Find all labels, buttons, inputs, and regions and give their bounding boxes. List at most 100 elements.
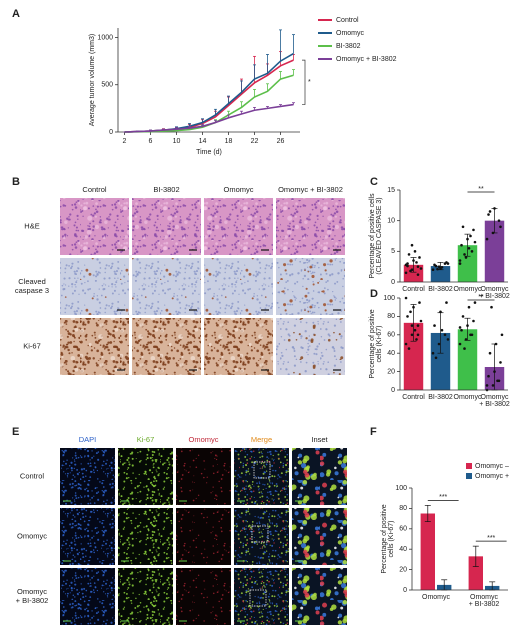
micrograph: [60, 448, 115, 505]
annotation: ***: [439, 494, 447, 501]
data-point: [458, 259, 462, 262]
legend-label: Omomyc +: [475, 473, 509, 480]
panel-label: C: [370, 176, 378, 188]
micrograph: [234, 508, 289, 565]
micrograph: [118, 448, 173, 505]
micrograph: [176, 448, 231, 505]
data-point: [499, 225, 502, 229]
bar: [484, 220, 505, 282]
y-tick-label: 500: [101, 82, 113, 89]
data-point: [409, 310, 412, 314]
data-point: [446, 262, 450, 265]
data-point: [500, 333, 504, 337]
inset-box: [253, 461, 271, 479]
data-point: [410, 333, 414, 337]
micrograph: [234, 568, 289, 625]
y-axis-label: Average tumor volume (mm3): [89, 34, 96, 126]
legend-label: BI-3802: [336, 43, 361, 50]
x-tick-label: Omomyc: [481, 394, 510, 401]
data-point: [469, 234, 472, 238]
data-point: [413, 328, 417, 332]
data-point: [469, 333, 472, 337]
bar: [403, 322, 424, 390]
y-tick-label: 80: [399, 505, 407, 512]
x-tick-label: 10: [173, 138, 181, 145]
bar: [403, 264, 424, 282]
x-tick-label: Omomyc: [422, 594, 451, 601]
panel-label: A: [12, 8, 20, 20]
micrograph: [118, 508, 173, 565]
column-header: Ki-67: [137, 435, 155, 444]
bracket: [302, 59, 306, 105]
row-label: Omomyc: [17, 531, 47, 540]
panel-label: B: [12, 176, 20, 188]
row-label: caspase 3: [15, 286, 49, 295]
data-point: [445, 301, 448, 304]
legend-label: Omomyc + BI-3802: [336, 56, 397, 63]
data-point: [416, 333, 420, 337]
row-label: Ki-67: [23, 341, 41, 350]
y-tick-label: 0: [391, 387, 395, 394]
row-label: Cleaved: [18, 277, 46, 286]
data-point: [472, 319, 475, 323]
data-point: [458, 342, 462, 346]
data-point: [467, 305, 471, 309]
data-point: [418, 256, 421, 259]
data-point: [407, 253, 411, 256]
data-point: [485, 384, 489, 387]
data-point: [418, 301, 421, 304]
data-point: [458, 262, 462, 265]
data-point: [460, 243, 463, 247]
data-point: [461, 225, 465, 229]
bar: [430, 266, 451, 282]
y-tick-label: 0: [403, 587, 407, 594]
y-axis-label: Percentage of positive cells: [369, 193, 376, 279]
data-point: [419, 319, 423, 323]
y-tick-label: 60: [399, 526, 407, 533]
data-point: [490, 305, 493, 309]
micrograph: [132, 198, 201, 255]
y-tick-label: 60: [387, 332, 395, 339]
x-tick-label: 6: [149, 138, 153, 145]
micrograph: [276, 318, 345, 375]
data-point: [446, 338, 450, 341]
legend-label: Control: [336, 17, 359, 24]
micrograph: [60, 568, 115, 625]
data-point: [437, 342, 441, 346]
y-tick-label: 100: [395, 485, 407, 492]
micrograph: [132, 318, 201, 375]
data-point: [410, 243, 414, 247]
data-point: [461, 315, 465, 318]
inset-box: [251, 525, 269, 543]
data-point: [473, 301, 477, 304]
data-point: [416, 324, 420, 327]
bar: [430, 332, 451, 390]
y-tick-label: 20: [387, 368, 395, 375]
bar: [457, 245, 478, 282]
micrograph: [132, 258, 201, 315]
data-point: [409, 269, 412, 273]
data-point: [488, 351, 492, 355]
x-tick-label: Omomyc: [470, 594, 499, 601]
x-tick-label: 22: [251, 138, 259, 145]
data-point: [433, 324, 436, 327]
micrograph: [292, 448, 347, 505]
micrograph: [204, 198, 273, 255]
data-point: [496, 379, 499, 383]
data-point: [407, 347, 411, 350]
row-label: H&E: [24, 221, 39, 230]
x-tick-label: Omomyc: [454, 394, 483, 401]
y-tick-label: 0: [391, 279, 395, 286]
column-header: Merge: [251, 435, 272, 444]
data-point: [488, 210, 492, 213]
x-tick-label: Control: [402, 286, 425, 293]
y-axis-label: Percentage of positive: [381, 504, 388, 573]
data-point: [434, 356, 438, 360]
micrograph: [204, 318, 273, 375]
legend-swatch: [466, 463, 472, 469]
data-point: [499, 361, 502, 364]
panel-label: F: [370, 426, 377, 438]
y-tick-label: 0: [109, 129, 113, 136]
x-tick-label: Control: [402, 394, 425, 401]
